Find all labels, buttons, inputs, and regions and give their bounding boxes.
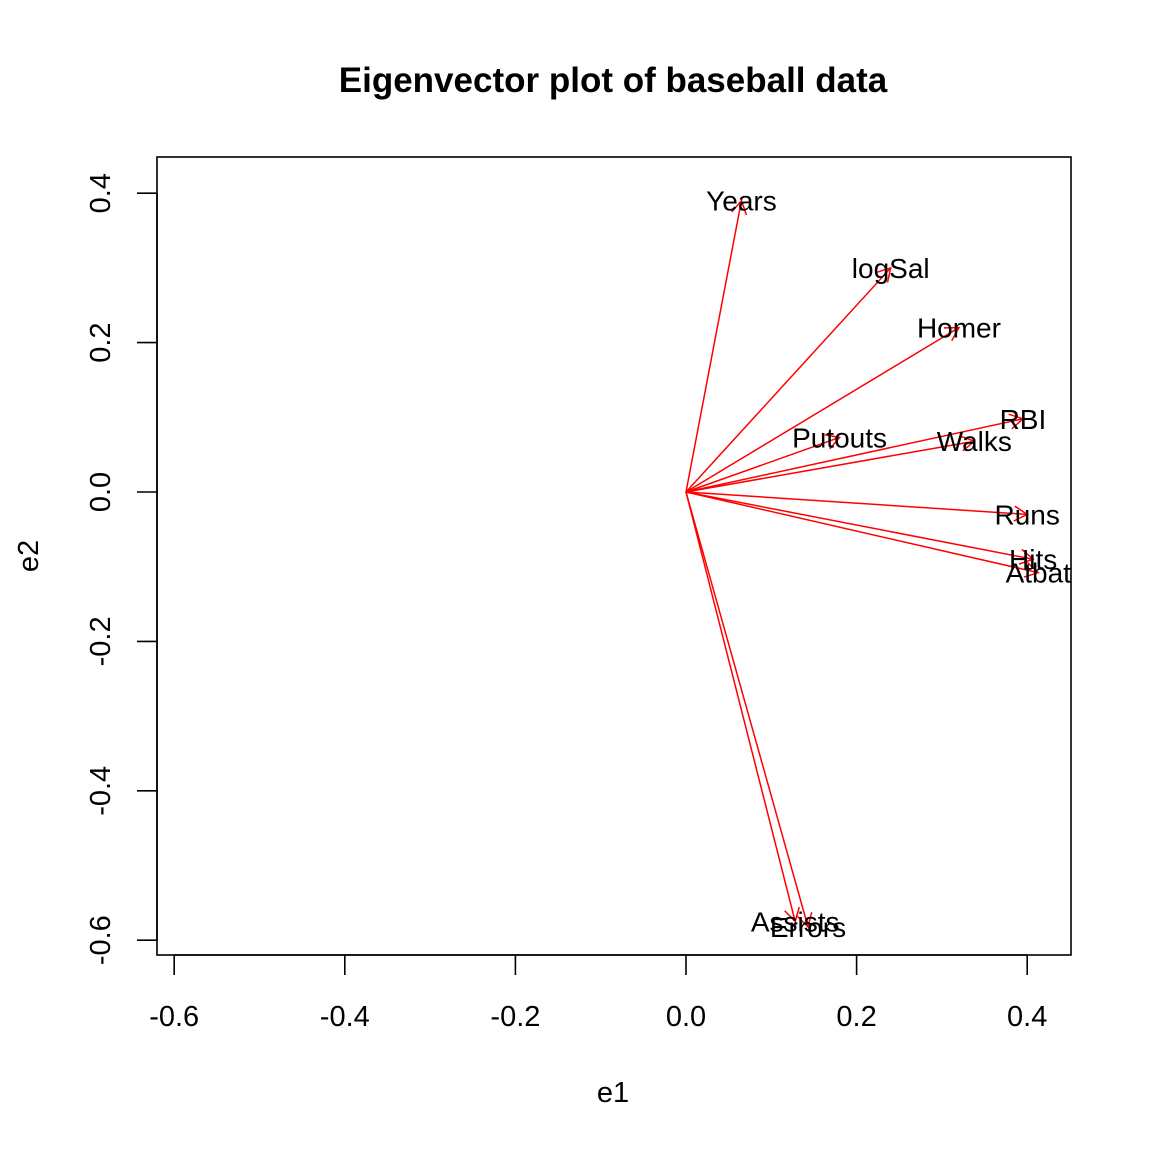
x-axis: -0.6 -0.4 -0.2 0.0 0.2 0.4 — [149, 954, 1047, 1033]
vector-logsal-label: logSal — [852, 253, 930, 284]
vector-atbat-arrow — [685, 491, 1039, 574]
vector-homer-label: Homer — [917, 313, 1001, 344]
y-tick-label: 0.0 — [85, 472, 117, 512]
vector-rbi-arrow — [685, 418, 1024, 493]
vector-rbi-label: RBI — [1000, 404, 1047, 435]
vector-assists-arrow — [685, 491, 796, 922]
vector-years-label: Years — [706, 186, 777, 217]
vector-putouts-label: Putouts — [792, 422, 887, 453]
vector-logsal-arrowhead — [876, 266, 892, 283]
vector-homer-arrowhead — [943, 326, 961, 342]
vector-assists-label: Assists — [751, 907, 840, 938]
y-tick-label: -0.4 — [85, 766, 117, 816]
y-tick-label: 0.2 — [85, 322, 117, 362]
vector-atbat-arrowhead — [1023, 561, 1040, 578]
x-axis-label: e1 — [597, 1077, 629, 1109]
vector-runs-arrowhead — [1013, 505, 1029, 522]
vector-errors-label: Errors — [770, 912, 846, 943]
vector-atbat-label: Atbat — [1006, 558, 1072, 589]
vector-putouts-arrow — [685, 436, 840, 493]
x-tick-label: 0.2 — [836, 1001, 876, 1033]
eigenvector-arrows — [685, 199, 1040, 929]
y-axis-label: e2 — [13, 540, 45, 572]
vector-assists-arrowhead — [784, 906, 800, 923]
vector-hits-arrow — [685, 491, 1034, 560]
vector-years-arrowhead — [731, 199, 748, 216]
x-tick-label: -0.2 — [490, 1001, 540, 1033]
plot-frame — [156, 156, 1072, 956]
y-axis: -0.6 -0.4 -0.2 0.0 0.2 0.4 — [85, 173, 158, 965]
x-tick-label: -0.4 — [320, 1001, 370, 1033]
vector-rbi-arrowhead — [1008, 413, 1025, 430]
vector-errors-arrow — [685, 491, 809, 927]
vector-hits-label: Hits — [1009, 544, 1057, 575]
vector-homer-arrow — [685, 327, 960, 493]
vector-runs-label: Runs — [995, 499, 1060, 530]
vector-hits-arrowhead — [1018, 548, 1035, 565]
vector-walks-label: Walks — [937, 426, 1012, 457]
vector-walks-arrowhead — [959, 435, 976, 452]
x-tick-label: 0.4 — [1007, 1001, 1047, 1033]
vector-errors-arrowhead — [796, 912, 813, 929]
vector-putouts-arrowhead — [824, 434, 841, 450]
vector-walks-arrow — [685, 440, 975, 493]
y-tick-label: -0.6 — [85, 915, 117, 965]
vector-years-arrow — [685, 200, 743, 493]
vector-logsal-arrow — [685, 267, 892, 493]
x-tick-label: -0.6 — [149, 1001, 199, 1033]
y-tick-label: 0.4 — [85, 173, 117, 213]
chart-title: Eigenvector plot of baseball data — [339, 61, 888, 100]
y-tick-label: -0.2 — [85, 616, 117, 666]
x-tick-label: 0.0 — [666, 1001, 706, 1033]
vector-runs-arrow — [685, 491, 1028, 516]
